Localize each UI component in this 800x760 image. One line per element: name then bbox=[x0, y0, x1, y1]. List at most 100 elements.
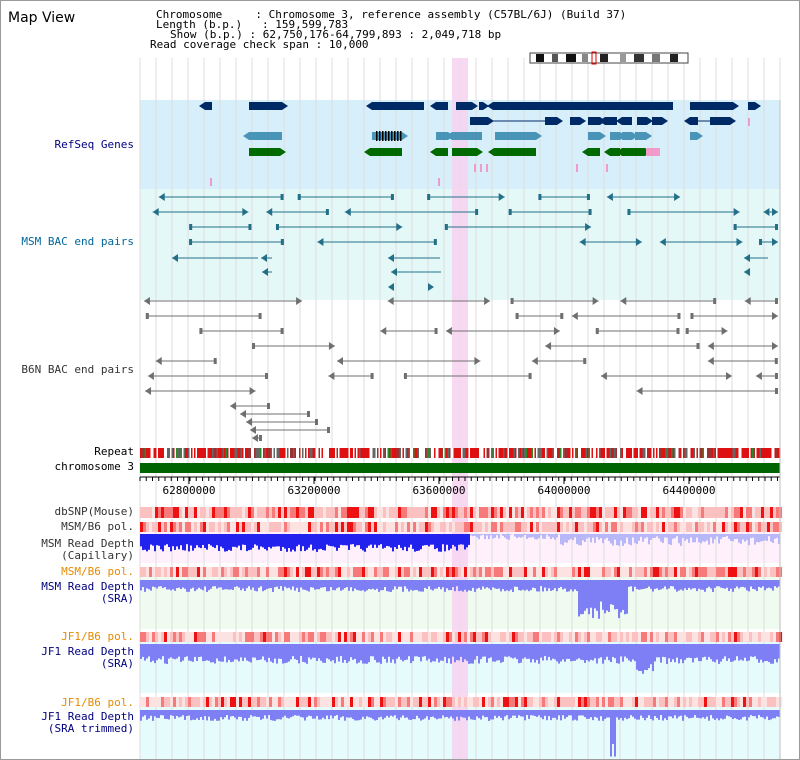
msm-sra-depth-bar bbox=[258, 580, 260, 588]
track-label-msm-bac[interactable]: MSM BAC end pairs bbox=[21, 235, 134, 248]
jf1-trimmed-depth-bar bbox=[668, 710, 670, 717]
msm-sra-depth-bar bbox=[266, 580, 268, 590]
jf1-pol-heat-cell bbox=[608, 697, 612, 707]
track-label-jf1-depth-trimmed[interactable]: JF1 Read Depth (SRA trimmed) bbox=[0, 711, 134, 735]
msm-pol-heat-cell bbox=[365, 522, 369, 532]
jf1-pol-heat-cell bbox=[488, 697, 492, 707]
msm-capillary-depth-bar bbox=[234, 534, 236, 547]
msm-pol-heat-cell bbox=[383, 522, 387, 532]
jf1-trimmed-depth-bar bbox=[512, 710, 514, 716]
b6n-bac-end-marker bbox=[403, 373, 407, 379]
jf1-trimmed-depth-bar bbox=[184, 710, 186, 720]
msm-pol-heat-cell bbox=[662, 567, 666, 577]
jf1-pol-heat-cell bbox=[449, 697, 453, 707]
repeat-element bbox=[365, 448, 367, 458]
dbsnp-heat-cell bbox=[245, 507, 249, 518]
msm-pol-heat-cell bbox=[221, 567, 225, 577]
jf1-trimmed-depth-bar bbox=[240, 710, 242, 717]
jf1-pol-heat-cell bbox=[386, 632, 390, 642]
msm-pol-heat-cell bbox=[422, 567, 426, 577]
track-label-dbsnp[interactable]: dbSNP(Mouse) bbox=[54, 505, 134, 518]
show-value: : 62,750,176-64,799,893 : 2,049,718 bp bbox=[249, 28, 502, 41]
msm-sra-depth-bar bbox=[542, 580, 544, 592]
msm-pol-heat-cell bbox=[317, 522, 321, 532]
jf1-sra-depth-bar bbox=[698, 644, 700, 662]
show-label: Show (b.p.) bbox=[170, 28, 250, 41]
msm-bac-end-marker bbox=[428, 283, 434, 291]
ideogram-band bbox=[600, 54, 608, 62]
dbsnp-heat-cell bbox=[374, 507, 378, 518]
msm-capillary-depth-bar bbox=[154, 534, 156, 552]
jf1-sra-depth-bar bbox=[374, 644, 376, 660]
jf1-sra-depth-bar bbox=[500, 644, 502, 663]
dbsnp-heat-cell bbox=[164, 507, 168, 518]
msm-sra-depth-bar bbox=[472, 580, 474, 588]
track-label-jf1-depth-sra[interactable]: JF1 Read Depth (SRA) bbox=[0, 646, 134, 670]
jf1-sra-depth-bar bbox=[448, 644, 450, 659]
msm-sra-depth-bar bbox=[356, 580, 358, 590]
dbsnp-heat-cell bbox=[617, 507, 621, 518]
jf1-trimmed-depth-bar bbox=[662, 710, 664, 721]
track-label-jf1-pol-2[interactable]: JF1/B6 pol. bbox=[61, 696, 134, 709]
dbsnp-heat-cell bbox=[464, 507, 468, 518]
track-label-msm-depth-capillary[interactable]: MSM Read Depth (Capillary) bbox=[0, 538, 134, 562]
jf1-pol-heat-cell bbox=[506, 632, 510, 642]
jf1-sra-depth-bar bbox=[526, 644, 528, 659]
repeat-element bbox=[144, 448, 147, 458]
msm-capillary-depth-bar bbox=[490, 534, 492, 536]
msm-pol-heat-cell bbox=[584, 567, 588, 577]
msm-pol-heat-cell bbox=[734, 522, 738, 532]
gene-strand-arrow bbox=[647, 117, 653, 125]
repeat-element bbox=[204, 448, 207, 458]
dbsnp-heat-cell bbox=[380, 507, 384, 518]
dbsnp-heat-cell bbox=[605, 507, 609, 518]
msm-pol-heat-cell bbox=[650, 522, 654, 532]
jf1-sra-depth-bar bbox=[198, 644, 200, 658]
msm-capillary-depth-bar bbox=[200, 534, 202, 549]
jf1-trimmed-depth-bar bbox=[574, 710, 576, 720]
dbsnp-heat-cell bbox=[488, 507, 492, 518]
msm-sra-depth-bar bbox=[254, 580, 256, 591]
msm-pol-heat-cell bbox=[653, 567, 657, 577]
jf1-trimmed-depth-bar bbox=[422, 710, 424, 720]
track-label-jf1-pol-1[interactable]: JF1/B6 pol. bbox=[61, 630, 134, 643]
jf1-pol-heat-cell bbox=[752, 697, 756, 707]
jf1-pol-heat-cell bbox=[482, 632, 486, 642]
msm-pol-heat-cell bbox=[620, 567, 624, 577]
repeat-element bbox=[437, 448, 439, 458]
jf1-sra-depth-bar bbox=[318, 644, 320, 659]
jf1-sra-depth-bar bbox=[560, 644, 562, 662]
repeat-element bbox=[473, 448, 475, 458]
repeat-element bbox=[498, 448, 501, 458]
dbsnp-heat-cell bbox=[776, 507, 780, 518]
jf1-pol-heat-cell bbox=[164, 632, 168, 642]
track-label-chromosome[interactable]: chromosome 3 bbox=[54, 460, 134, 473]
track-label-repeat[interactable]: Repeat bbox=[94, 445, 134, 458]
jf1-sra-depth-bar bbox=[568, 644, 570, 659]
track-label-msm-depth-sra[interactable]: MSM Read Depth (SRA) bbox=[0, 581, 134, 605]
msm-sra-depth-bar bbox=[680, 580, 682, 590]
track-label-msm-pol-2[interactable]: MSM/B6 pol. bbox=[61, 565, 134, 578]
track-label-msm-pol-1[interactable]: MSM/B6 pol. bbox=[61, 520, 134, 533]
msm-sra-depth-bar bbox=[202, 580, 204, 591]
repeat-element bbox=[387, 448, 390, 458]
repeat-element bbox=[266, 448, 268, 458]
msm-capillary-depth-bar bbox=[352, 534, 354, 545]
msm-pol-heat-cell bbox=[440, 522, 444, 532]
track-label-b6n-bac[interactable]: B6N BAC end pairs bbox=[21, 363, 134, 376]
repeat-element bbox=[650, 448, 652, 458]
jf1-sra-depth-bar bbox=[772, 644, 774, 664]
repeat-element bbox=[149, 448, 151, 458]
msm-pol-heat-cell bbox=[329, 567, 333, 577]
jf1-pol-heat-cell bbox=[311, 697, 315, 707]
track-label-refseq[interactable]: RefSeq Genes bbox=[54, 138, 134, 151]
msm-capillary-depth-bar bbox=[502, 534, 504, 536]
msm-pol-heat-cell bbox=[710, 567, 714, 577]
msm-bac-end-marker bbox=[588, 209, 592, 215]
msm-pol-heat-cell bbox=[452, 522, 456, 532]
msm-bac-end-marker bbox=[635, 238, 642, 246]
jf1-pol-heat-cell bbox=[293, 632, 297, 642]
msm-capillary-depth-bar bbox=[578, 534, 580, 546]
jf1-pol-heat-cell bbox=[275, 632, 279, 642]
